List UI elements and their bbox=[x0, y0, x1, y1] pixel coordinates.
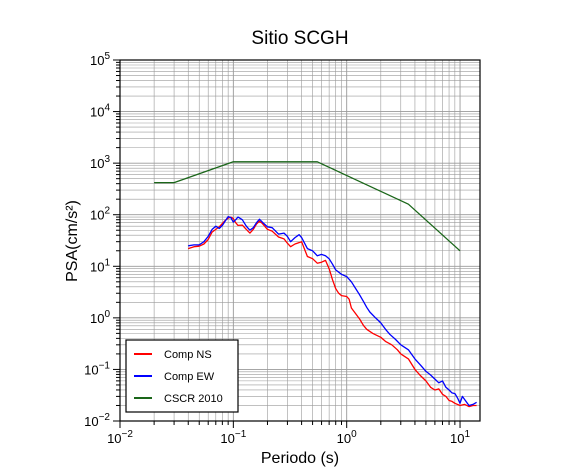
x-tick-label: 10−1 bbox=[220, 429, 246, 446]
y-tick-label: 10−1 bbox=[84, 360, 110, 377]
legend-label: CSCR 2010 bbox=[164, 393, 223, 405]
y-tick-label: 104 bbox=[90, 103, 110, 120]
series-line-2 bbox=[154, 161, 461, 252]
y-tick-label: 10−2 bbox=[84, 412, 110, 429]
legend: Comp NS Comp EW CSCR 2010 bbox=[125, 339, 239, 413]
y-tick-label: 105 bbox=[90, 51, 110, 68]
chart-title: Sitio SCGH bbox=[251, 28, 348, 49]
y-axis-label: PSA(cm/s²) bbox=[64, 200, 81, 282]
series-lines bbox=[154, 161, 477, 408]
legend-label: Comp NS bbox=[164, 349, 212, 361]
series-line-0 bbox=[187, 216, 477, 408]
y-tick-label: 102 bbox=[90, 206, 110, 223]
x-tick-label: 101 bbox=[450, 429, 470, 446]
plot-frame bbox=[119, 59, 481, 422]
grid bbox=[119, 59, 480, 422]
y-tick-label: 101 bbox=[90, 257, 110, 274]
y-tick-label: 103 bbox=[90, 154, 110, 171]
x-tick-label: 10−2 bbox=[107, 429, 133, 446]
y-tick-label: 100 bbox=[90, 309, 110, 326]
series-line-1 bbox=[188, 215, 477, 407]
axis-ticks: 10−2 10−1 100 101 10−2 10−1 100 101 102 103 104 105 bbox=[84, 51, 470, 446]
x-tick-label: 100 bbox=[337, 429, 357, 446]
x-axis-label: Periodo (s) bbox=[261, 450, 339, 467]
legend-label: Comp EW bbox=[164, 371, 215, 383]
